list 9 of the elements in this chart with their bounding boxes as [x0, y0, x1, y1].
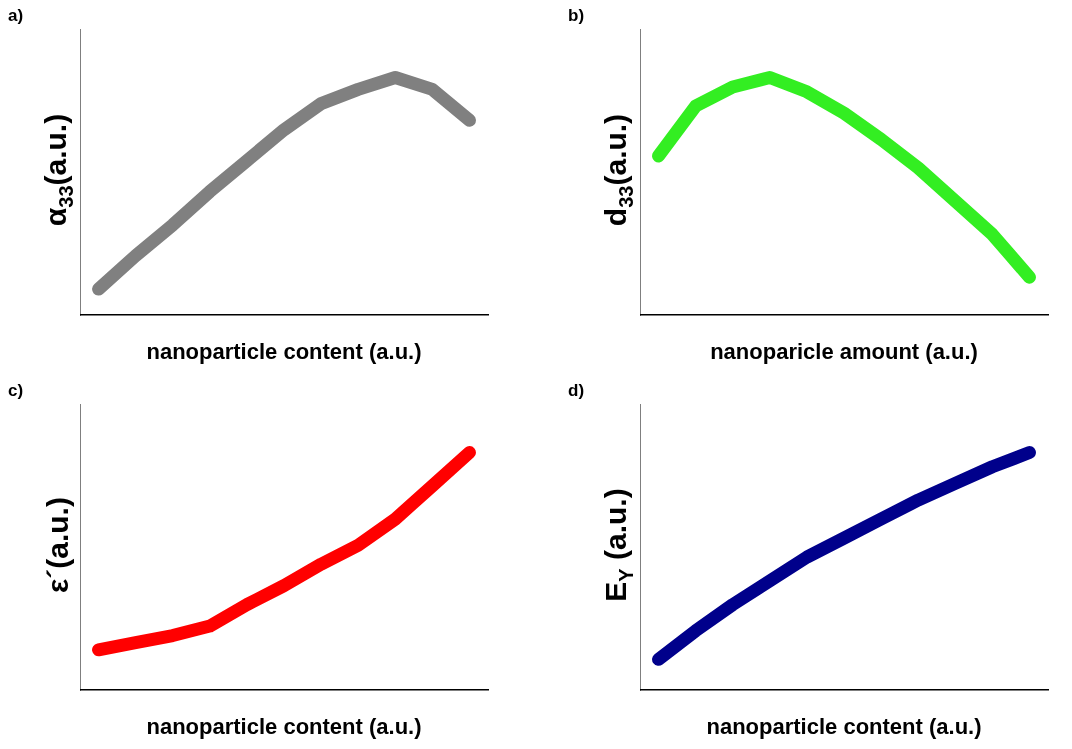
x-axis-title: nanoparticle content (a.u.): [146, 713, 422, 739]
chart-title: b): [568, 6, 585, 26]
x-axis-title: nanoparicle amount (a.u.): [710, 338, 978, 364]
chart-title: a): [8, 6, 24, 26]
chart-title: d): [568, 381, 585, 401]
y-axis-title: ε´(a.u.): [41, 497, 75, 593]
chart-title: c): [8, 381, 24, 401]
x-axis-title: nanoparticle content (a.u.): [706, 713, 982, 739]
x-axis-title: nanoparticle content (a.u.): [146, 338, 422, 364]
